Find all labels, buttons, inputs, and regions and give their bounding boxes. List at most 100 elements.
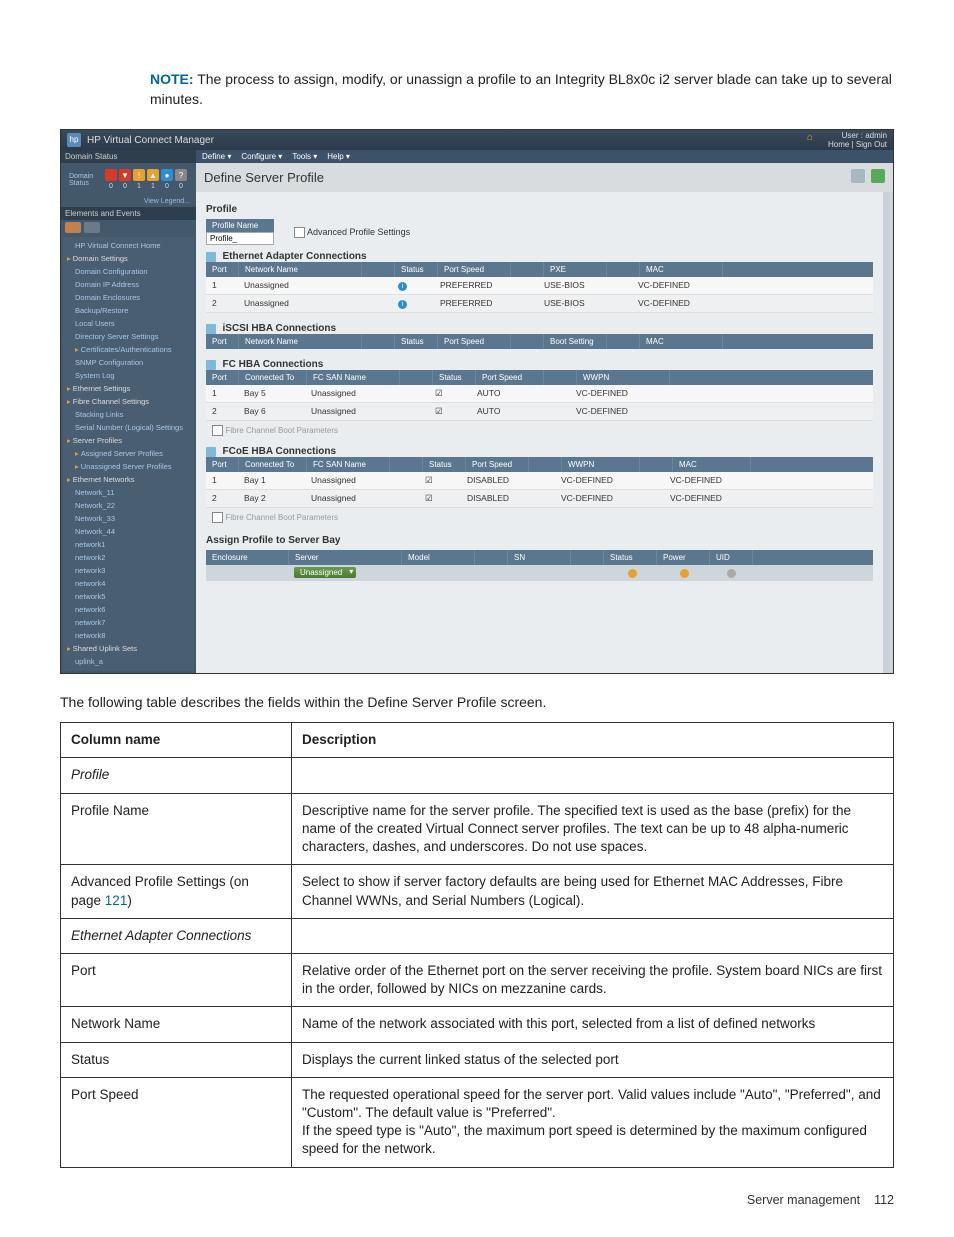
user-block: User : admin Home | Sign Out (828, 131, 887, 149)
sidebar-item[interactable]: network1 (65, 538, 192, 551)
sidebar-item[interactable]: ▸Certificates/Authentications (65, 343, 192, 356)
column-header: FC SAN Name (307, 457, 390, 472)
sidebar-item[interactable]: Network_33 (65, 512, 192, 525)
sidebar-item[interactable]: network3 (65, 564, 192, 577)
status-icon: ▼ (119, 169, 131, 181)
sidebar-item[interactable]: Serial Number (Logical) Settings (65, 421, 192, 434)
sidebar-item[interactable]: Local Users (65, 317, 192, 330)
fc-boot-checkbox[interactable] (212, 425, 223, 436)
menu-item[interactable]: Help ▾ (327, 152, 350, 161)
corner-icons (848, 169, 885, 186)
uid-indicator[interactable] (727, 569, 736, 578)
sidebar-item[interactable]: uplink_a (65, 655, 192, 668)
vertical-scrollbar[interactable] (883, 192, 893, 673)
column-header: Status (395, 262, 438, 277)
sidebar-item[interactable]: HP Virtual Connect Home (65, 239, 192, 252)
sidebar-item[interactable]: network4 (65, 577, 192, 590)
fcoe-boot-checkbox[interactable] (212, 512, 223, 523)
column-header (571, 550, 604, 565)
sidebar-item[interactable]: network6 (65, 603, 192, 616)
column-header: Status (423, 457, 466, 472)
help-icon[interactable] (871, 169, 885, 183)
sidebar-item[interactable]: Network_22 (65, 499, 192, 512)
power-indicator (680, 569, 689, 578)
collapse-icon[interactable] (206, 324, 216, 334)
status-icon: ? (175, 169, 187, 181)
sidebar-item[interactable]: ▸Ethernet Networks (65, 473, 192, 486)
sidebar-item[interactable]: ▸Shared Uplink Sets (65, 642, 192, 655)
column-header: Model (402, 550, 475, 565)
column-header: Boot Setting (544, 334, 607, 349)
column-header (544, 370, 577, 385)
status-count: 0 (161, 183, 173, 190)
menu-item[interactable]: Configure ▾ (241, 152, 282, 161)
sidebar-item[interactable]: network2 (65, 551, 192, 564)
titlebar: hp HP Virtual Connect Manager ⌂ User : a… (61, 130, 893, 150)
menu-item[interactable]: Define ▾ (202, 152, 231, 161)
column-header (390, 457, 423, 472)
sidebar-item[interactable]: Domain IP Address (65, 278, 192, 291)
eth-heading: Ethernet Adapter Connections (223, 251, 367, 262)
sidebar-nav-list: HP Virtual Connect Home▸Domain SettingsD… (63, 237, 194, 671)
assign-server-dropdown[interactable]: Unassigned (294, 567, 356, 578)
table-header-col1: Column name (61, 723, 292, 758)
home-signout[interactable]: Home | Sign Out (828, 140, 887, 149)
menubar: Define ▾ Configure ▾ Tools ▾ Help ▾ (196, 150, 893, 163)
column-header: Connected To (239, 457, 307, 472)
sidebar-item[interactable]: network8 (65, 629, 192, 642)
sidebar-item[interactable]: ▸Ethernet Settings (65, 382, 192, 395)
intro-text: The following table describes the fields… (60, 694, 894, 710)
sidebar-item[interactable]: ▸Unassigned Server Profiles (65, 460, 192, 473)
menu-item[interactable]: Tools ▾ (292, 152, 317, 161)
column-header: Port (206, 370, 239, 385)
print-icon[interactable] (851, 169, 865, 183)
status-count: 1 (147, 183, 159, 190)
sidebar-tab-2[interactable] (84, 222, 100, 233)
column-header: Port (206, 262, 239, 277)
sidebar-item[interactable]: ▸Server Profiles (65, 434, 192, 447)
sidebar-item[interactable]: SNMP Configuration (65, 356, 192, 369)
column-header: Power (657, 550, 710, 565)
sidebar-item[interactable]: ▸Assigned Server Profiles (65, 447, 192, 460)
page-link[interactable]: 121 (105, 893, 128, 908)
sidebar-item[interactable]: network5 (65, 590, 192, 603)
sidebar-tab-1[interactable] (65, 222, 81, 233)
elements-header: Elements and Events (61, 207, 196, 220)
page-footer: Server management 112 (60, 1193, 894, 1207)
column-header (640, 457, 673, 472)
column-header: MAC (640, 334, 723, 349)
home-icon[interactable]: ⌂ (802, 132, 818, 148)
sidebar-item[interactable]: network7 (65, 616, 192, 629)
view-legend-link[interactable]: View Legend... (61, 196, 196, 207)
column-header: WWPN (562, 457, 640, 472)
column-header (475, 550, 508, 565)
collapse-icon[interactable] (206, 252, 216, 262)
sidebar-item[interactable]: Domain Configuration (65, 265, 192, 278)
column-header: MAC (640, 262, 723, 277)
column-header: Port Speed (466, 457, 529, 472)
sidebar-item[interactable]: Stacking Links (65, 408, 192, 421)
sidebar-item[interactable]: ▸SAN Fabrics (65, 668, 192, 671)
profile-name-input[interactable] (206, 232, 274, 245)
sidebar-item[interactable]: Network_44 (65, 525, 192, 538)
sidebar-item[interactable]: Directory Server Settings (65, 330, 192, 343)
sidebar-item[interactable]: System Log (65, 369, 192, 382)
note-block: NOTE: The process to assign, modify, or … (150, 70, 894, 109)
adv-settings-checkbox[interactable] (294, 227, 305, 238)
collapse-icon[interactable] (206, 360, 216, 370)
sidebar-item[interactable]: Network_11 (65, 486, 192, 499)
user-line: User : admin (828, 131, 887, 140)
column-header: Port (206, 334, 239, 349)
sidebar-item[interactable]: ▸Domain Settings (65, 252, 192, 265)
column-header: MAC (673, 457, 751, 472)
note-text: The process to assign, modify, or unassi… (150, 71, 892, 107)
sidebar-item[interactable]: Domain Enclosures (65, 291, 192, 304)
fc-header-row: PortConnected ToFC SAN NameStatusPort Sp… (206, 370, 873, 385)
status-label: Status (69, 180, 101, 187)
status-icons: ▼!▲●?001100 (101, 165, 191, 194)
sidebar-item[interactable]: ▸Fibre Channel Settings (65, 395, 192, 408)
collapse-icon[interactable] (206, 447, 216, 457)
column-header (607, 334, 640, 349)
sidebar-item[interactable]: Backup/Restore (65, 304, 192, 317)
column-header: Server (289, 550, 402, 565)
